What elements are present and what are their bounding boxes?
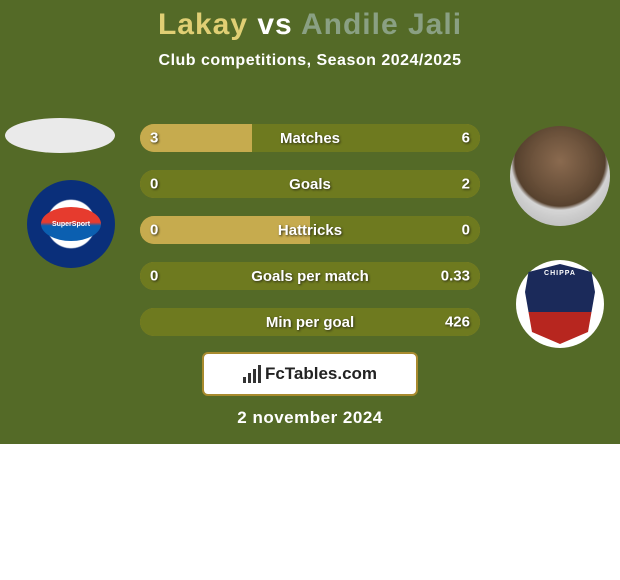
club-right-label: CHIPPA [525,264,595,344]
title-vs: vs [257,8,292,41]
stat-row: 3 6 Matches [140,124,480,152]
stat-label: Min per goal [266,314,354,331]
stat-row: 426 Min per goal [140,308,480,336]
stat-label: Hattricks [278,222,342,239]
club-left-badge: SuperSport [27,180,115,268]
stat-label: Goals [289,176,331,193]
stat-bars: 3 6 Matches 0 2 Goals 0 0 Hattricks 0 0.33 Goals pe… [140,124,480,354]
stat-row: 0 0.33 Goals per match [140,262,480,290]
date-text: 2 november 2024 [0,408,620,428]
player-left-photo [5,118,115,153]
stat-value-left: 0 [150,176,158,193]
stat-value-right: 0.33 [441,268,470,285]
stat-value-left: 0 [150,268,158,285]
bars-icon [243,365,261,383]
stat-row: 0 2 Goals [140,170,480,198]
stat-value-right: 6 [462,130,470,147]
brand-text: FcTables.com [265,364,377,384]
stat-value-left: 0 [150,222,158,239]
brand-box[interactable]: FcTables.com [202,352,418,396]
comparison-card: Lakay vs Andile Jali Club competitions, … [0,0,620,444]
stat-row: 0 0 Hattricks [140,216,480,244]
stat-label: Matches [280,130,340,147]
club-left-label: SuperSport [41,207,101,241]
player-right-name: Andile Jali [301,8,462,41]
page-title: Lakay vs Andile Jali [0,0,620,42]
stat-label: Goals per match [251,268,369,285]
stat-value-right: 2 [462,176,470,193]
stat-value-right: 426 [445,314,470,331]
player-left-name: Lakay [158,8,248,41]
stat-value-left: 3 [150,130,158,147]
player-right-photo [510,126,610,226]
stat-value-right: 0 [462,222,470,239]
club-right-badge: CHIPPA [516,260,604,348]
subtitle: Club competitions, Season 2024/2025 [0,52,620,70]
